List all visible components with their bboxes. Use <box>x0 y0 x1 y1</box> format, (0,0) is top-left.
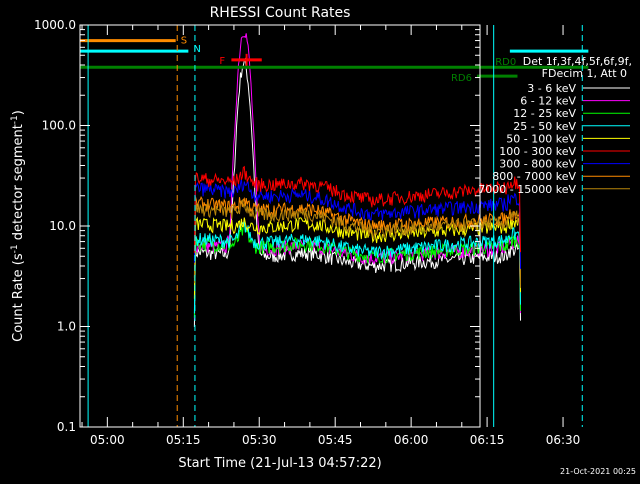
y-label-sup-1: -1 <box>10 244 20 253</box>
legend-label: 12 - 25 keV <box>513 107 576 120</box>
series-line <box>193 221 521 314</box>
legend-label: 300 - 800 keV <box>499 158 576 171</box>
flag-label: RD6 <box>451 73 472 84</box>
series-line <box>193 199 521 288</box>
y-label-sup-2: -1 <box>10 115 20 124</box>
flag-label: RD0 <box>495 57 516 68</box>
legend-label: 100 - 300 keV <box>499 145 576 158</box>
x-tick-label: 05:30 <box>242 433 277 447</box>
x-tick-label: 06:30 <box>546 433 581 447</box>
x-axis-label: Start Time (21-Jul-13 04:57:22) <box>178 456 381 471</box>
flag-label: S <box>181 36 187 47</box>
footer-timestamp: 21-Oct-2021 00:25 <box>560 467 636 476</box>
y-axis-label: Count Rate (s-1 detector segment-1) <box>10 110 26 342</box>
legend-label: 50 - 100 keV <box>506 132 576 145</box>
y-label-part-1: Count Rate (s <box>11 253 26 342</box>
legend-label: 6 - 12 keV <box>520 95 576 108</box>
series-line <box>193 33 521 320</box>
legend: Det 1f,3f,4f,5f,6f,9f, FDecim 1, Att 0 3… <box>478 55 632 196</box>
y-tick-label: 1000.0 <box>34 18 76 32</box>
legend-header-2: FDecim 1, Att 0 <box>542 67 627 80</box>
y-label-part-3: ) <box>11 110 26 115</box>
x-tick-label: 06:15 <box>470 433 505 447</box>
legend-header-1: Det 1f,3f,4f,5f,6f,9f, <box>523 55 632 68</box>
flag-label: N <box>193 44 200 55</box>
y-tick-label: 10.0 <box>49 219 76 233</box>
y-tick-label: 1.0 <box>57 320 76 334</box>
series-line <box>193 195 521 285</box>
series-line <box>193 178 521 269</box>
legend-label: 7000 - 15000 keV <box>478 183 576 196</box>
series-line <box>193 165 521 253</box>
legend-label: 3 - 6 keV <box>527 82 576 95</box>
x-tick-label: 05:00 <box>90 433 125 447</box>
chart-title: RHESSI Count Rates <box>210 5 351 21</box>
legend-label: 800 - 7000 keV <box>492 170 576 183</box>
series-line <box>193 216 521 299</box>
y-tick-label: 100.0 <box>42 119 76 133</box>
y-tick-label: 0.1 <box>57 420 76 434</box>
x-tick-label: 05:15 <box>166 433 201 447</box>
legend-label: 25 - 50 keV <box>513 120 576 133</box>
x-tick-label: 05:45 <box>318 433 353 447</box>
x-tick-label: 06:00 <box>394 433 429 447</box>
flag-label: F <box>219 56 225 67</box>
y-label-part-2: detector segment <box>11 124 26 244</box>
